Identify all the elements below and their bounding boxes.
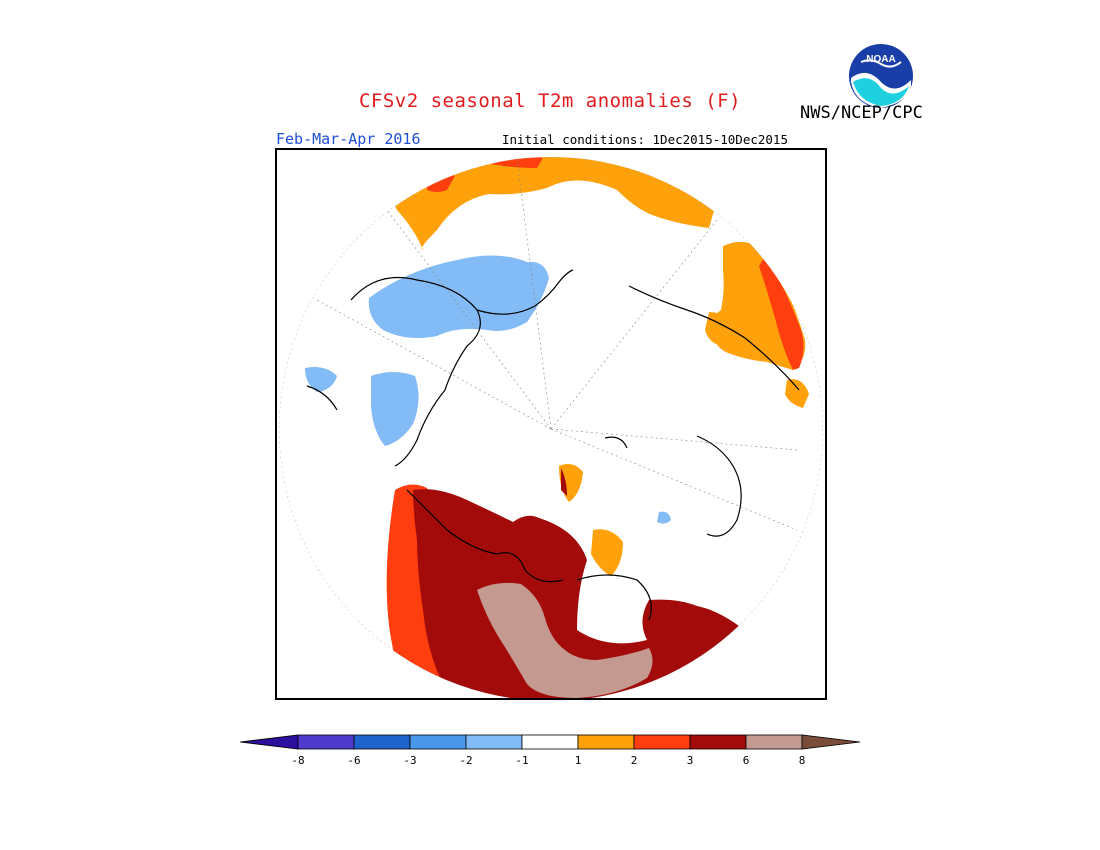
colorbar-tick-label: 8	[799, 754, 806, 767]
colorbar: -8 -6 -3 -2 -1 1 2 3 6 8	[238, 733, 862, 773]
anomaly-region	[561, 468, 567, 496]
anomaly-region	[785, 379, 809, 408]
graticule	[279, 157, 823, 698]
colorbar-segment	[297, 734, 355, 750]
anomaly-region	[413, 489, 739, 698]
anomaly-region	[657, 511, 671, 524]
map-title: CFSv2 seasonal T2m anomalies (F)	[358, 90, 742, 112]
agency-label: NWS/NCEP/CPC	[800, 103, 923, 123]
noaa-logo-text: NOAA	[866, 54, 895, 65]
anomaly-region	[368, 255, 549, 338]
colorbar-svg: -8 -6 -3 -2 -1 1 2 3 6 8	[239, 734, 861, 767]
map-panel	[275, 148, 827, 700]
colorbar-segment	[577, 734, 635, 750]
anomaly-region	[477, 582, 653, 698]
noaa-logo: NOAA	[847, 42, 915, 110]
colorbar-segment	[409, 734, 467, 750]
colorbar-arrow-high	[801, 734, 861, 750]
colorbar-tick-label: 3	[687, 754, 694, 767]
colorbar-segment	[689, 734, 747, 750]
anomaly-region	[591, 529, 623, 576]
colorbar-segment	[521, 734, 579, 750]
colorbar-tick-label: -6	[347, 754, 360, 767]
colorbar-segment	[353, 734, 411, 750]
season-label: Feb-Mar-Apr 2016	[276, 130, 421, 148]
colorbar-segment	[633, 734, 691, 750]
colorbar-tick-label: 6	[743, 754, 750, 767]
colorbar-tick-label: -2	[459, 754, 472, 767]
coastlines	[306, 269, 800, 621]
colorbar-tick-label: -1	[515, 754, 528, 767]
polar-map	[279, 157, 823, 698]
anomaly-region	[371, 372, 419, 446]
initial-conditions-label: Initial conditions: 1Dec2015-10Dec2015	[502, 132, 788, 147]
colorbar-tick-label: 2	[631, 754, 638, 767]
noaa-logo-icon: NOAA	[849, 44, 913, 108]
anomaly-region	[586, 584, 645, 635]
colorbar-segment	[745, 734, 803, 750]
colorbar-arrow-low	[239, 734, 299, 750]
anomaly-region	[387, 157, 717, 250]
colorbar-tick-label: -3	[403, 754, 416, 767]
anomaly-region	[759, 256, 804, 370]
colorbar-segment	[465, 734, 523, 750]
colorbar-tick-label: 1	[575, 754, 582, 767]
colorbar-tick-label: -8	[291, 754, 304, 767]
anomaly-region	[305, 367, 337, 392]
